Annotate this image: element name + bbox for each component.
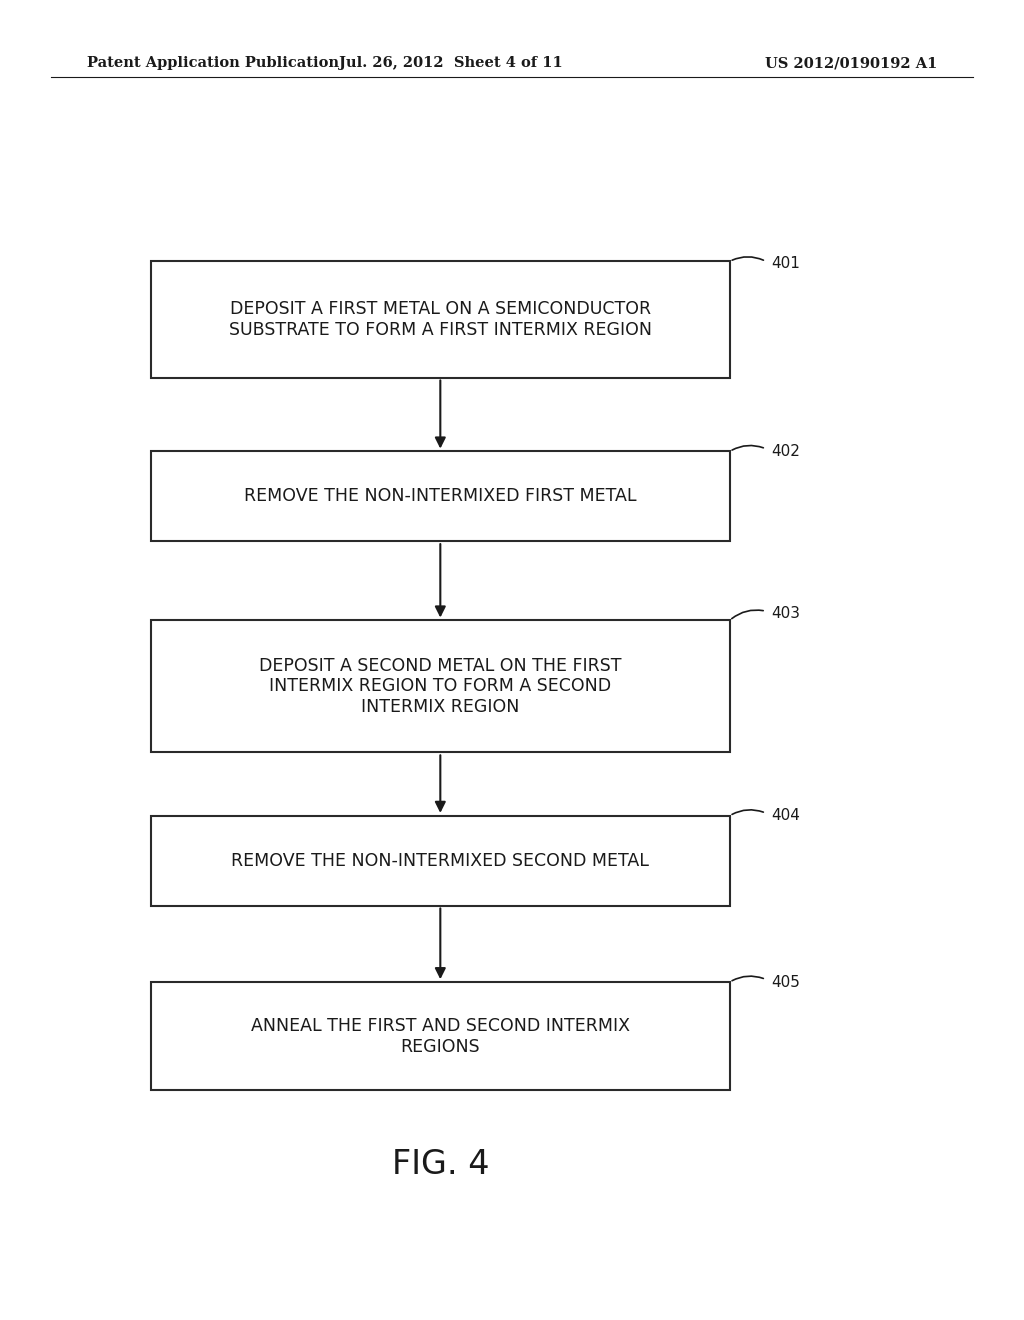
Text: REMOVE THE NON-INTERMIXED SECOND METAL: REMOVE THE NON-INTERMIXED SECOND METAL [231,851,649,870]
Bar [152,451,729,541]
Text: 401: 401 [771,256,800,272]
Text: FIG. 4: FIG. 4 [391,1147,489,1180]
Text: Jul. 26, 2012  Sheet 4 of 11: Jul. 26, 2012 Sheet 4 of 11 [339,57,562,70]
Text: 402: 402 [771,444,800,459]
Text: 405: 405 [771,974,800,990]
Text: US 2012/0190192 A1: US 2012/0190192 A1 [765,57,937,70]
Text: DEPOSIT A FIRST METAL ON A SEMICONDUCTOR
SUBSTRATE TO FORM A FIRST INTERMIX REGI: DEPOSIT A FIRST METAL ON A SEMICONDUCTOR… [228,300,652,339]
Text: 404: 404 [771,808,800,824]
Text: REMOVE THE NON-INTERMIXED FIRST METAL: REMOVE THE NON-INTERMIXED FIRST METAL [244,487,637,506]
Bar [152,816,729,906]
Bar [152,261,729,378]
Bar [152,620,729,752]
Bar [152,982,729,1090]
Text: 403: 403 [771,606,800,622]
Text: ANNEAL THE FIRST AND SECOND INTERMIX
REGIONS: ANNEAL THE FIRST AND SECOND INTERMIX REG… [251,1016,630,1056]
Text: Patent Application Publication: Patent Application Publication [87,57,339,70]
Text: DEPOSIT A SECOND METAL ON THE FIRST
INTERMIX REGION TO FORM A SECOND
INTERMIX RE: DEPOSIT A SECOND METAL ON THE FIRST INTE… [259,656,622,717]
